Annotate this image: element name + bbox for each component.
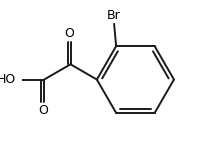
Text: Br: Br — [107, 9, 120, 22]
Text: O: O — [38, 104, 47, 117]
Text: O: O — [64, 27, 74, 40]
Text: HO: HO — [0, 73, 16, 86]
